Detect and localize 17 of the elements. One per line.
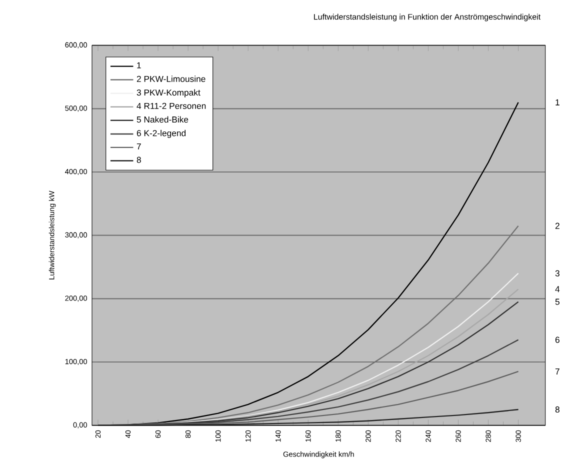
text: 8 [555, 406, 560, 413]
legend-label: 6 K-2-legend [136, 130, 186, 138]
text: 4 [555, 286, 560, 292]
text: 6 [555, 336, 560, 343]
text: 7 [555, 368, 560, 374]
text: 1 [556, 99, 560, 106]
text: 5 [555, 298, 560, 305]
legend-label: 5 Naked-Bike [136, 116, 188, 123]
text: 3 [555, 270, 560, 276]
legend-label: 1 [137, 62, 141, 68]
legend-label: 8 [136, 156, 141, 163]
legend-label: 4 R11-2 Personen [136, 102, 206, 109]
chart-title: Luftwiderstandsleistung in Funktion der Anströmgeschwindigkeit [314, 14, 541, 22]
legend-label: 7 [136, 143, 141, 150]
legend-label: 3 PKW-Kompakt [136, 89, 200, 98]
legend-label: 2 PKW-Limousine [136, 76, 206, 82]
text: 2 [555, 222, 560, 229]
